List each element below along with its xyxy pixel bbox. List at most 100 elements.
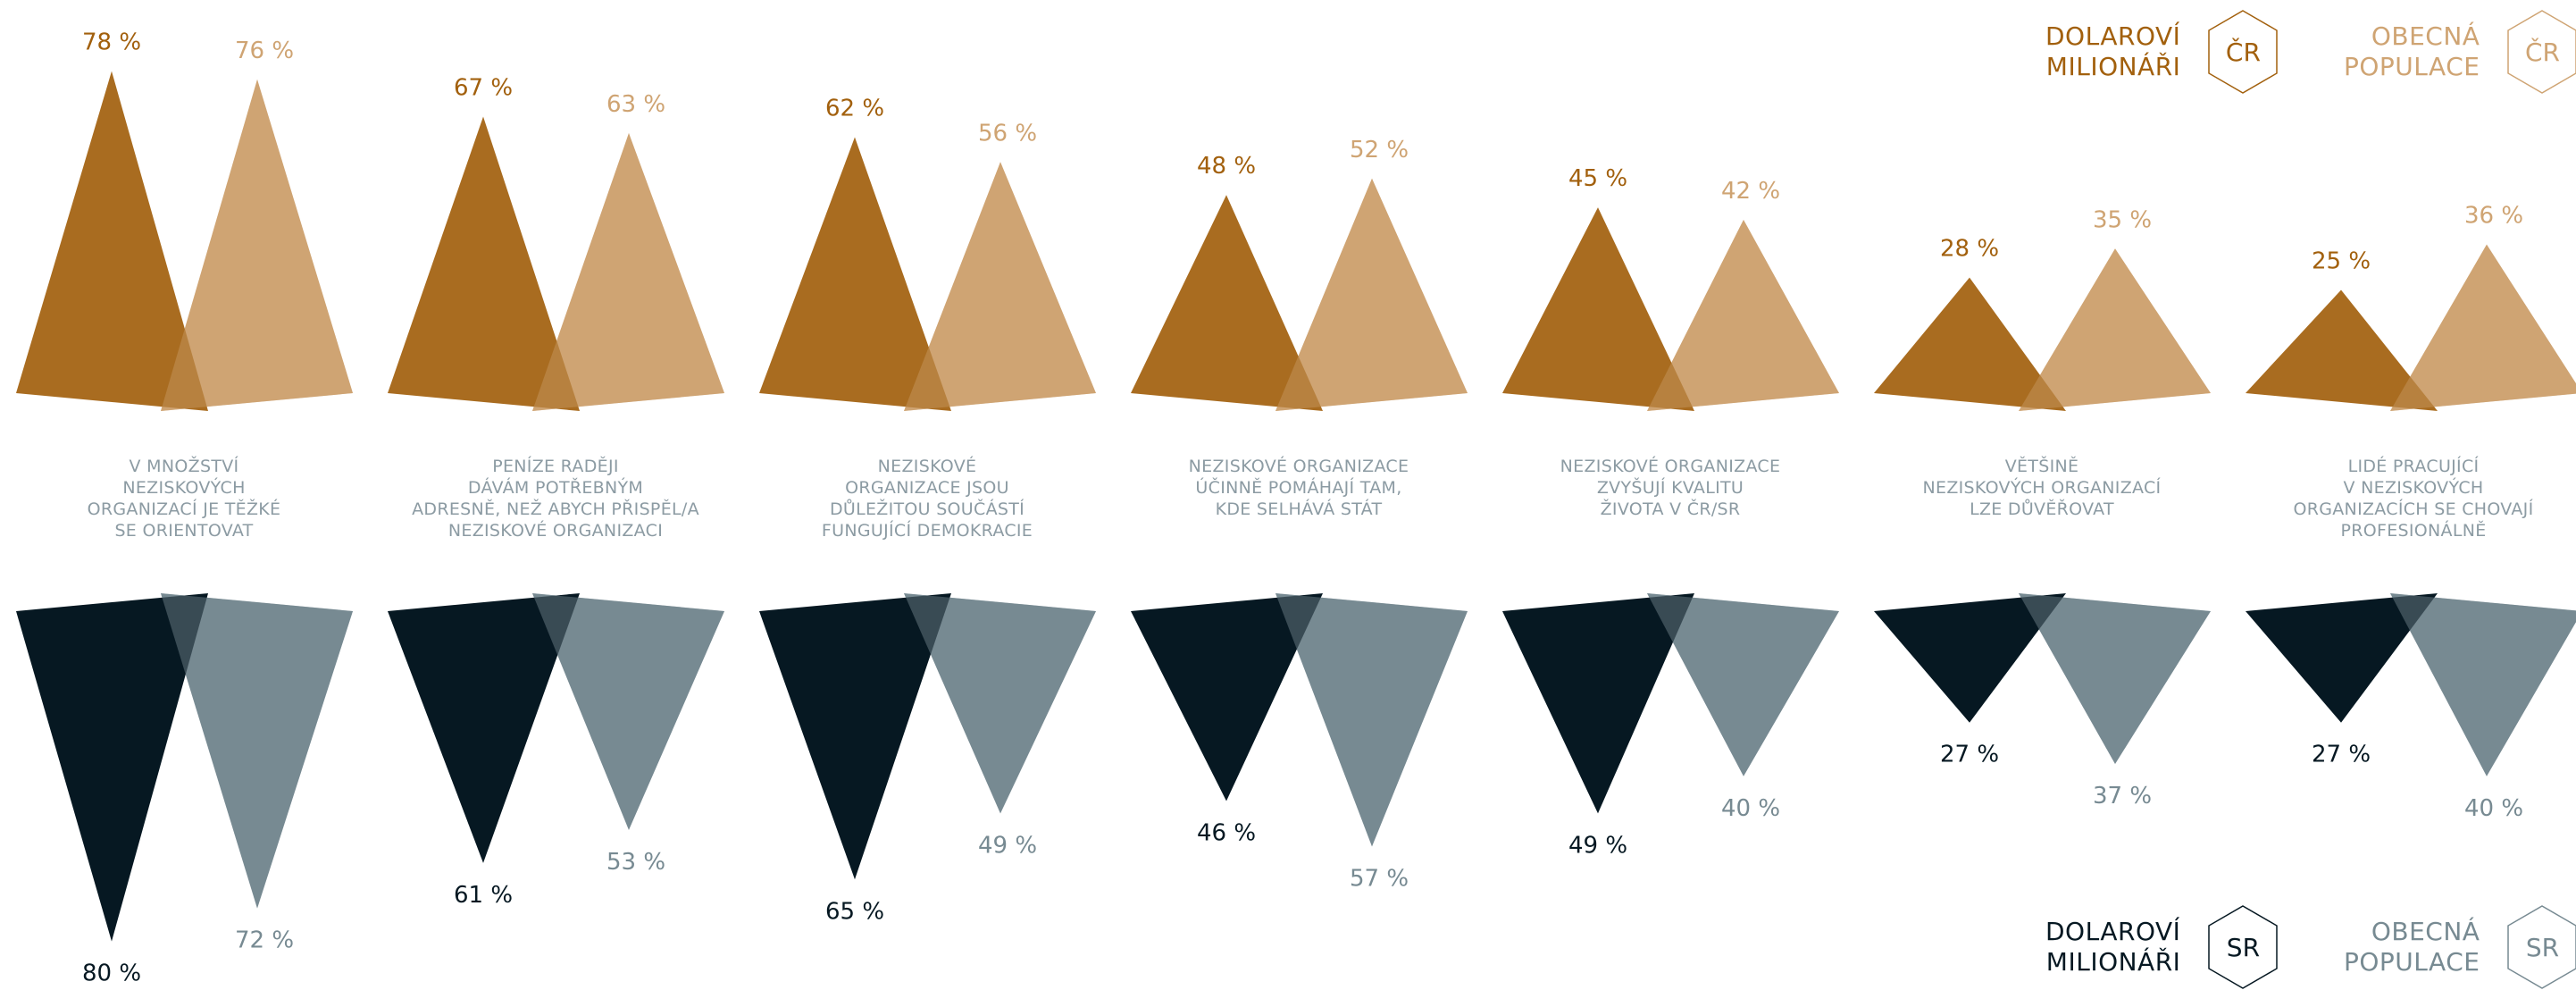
data-label-cz-population: 63 % [606,91,665,118]
triangle-mark-sr-population [1275,593,1468,847]
legend-line: DOLAROVÍ [2045,21,2181,51]
legend-line: OBECNÁ [2371,917,2480,946]
triangle-mark-sr-population [2390,593,2576,776]
data-label-sr-population: 37 % [2093,783,2152,810]
triangle-mark-sr-millionaires [1874,593,2066,723]
category-label: LIDÉ PRACUJÍCÍ [2348,456,2480,476]
triangle-mark-cz-millionaires [759,137,951,411]
legend-badge-text: SR [2226,932,2261,962]
data-label-cz-population: 36 % [2464,203,2523,230]
data-label-sr-population: 49 % [978,832,1037,859]
triangle-mark-cz-millionaires [1874,277,2066,411]
category-label: NEZISKOVÉ ORGANIZACE [1189,456,1409,476]
hexagon-badge-icon: ČR [2505,9,2576,95]
category-label: KDE SELHÁVÁ STÁT [1216,499,1383,519]
data-label-cz-millionaires: 78 % [82,29,141,56]
legend-sk-population: OBECNÁ POPULACE SR [2344,904,2576,990]
category-label: FUNGUJÍCÍ DEMOKRACIE [822,520,1033,541]
triangle-mark-sr-millionaires [16,593,208,942]
hexagon-badge-icon: SR [2505,904,2576,990]
category-label: ÚČINNĚ POMÁHAJÍ TAM, [1195,476,1401,498]
legend-line: MILIONÁŘI [2045,52,2181,81]
triangle-mark-cz-population [2390,244,2576,411]
category-label: NEZISKOVÉ ORGANIZACE [1560,456,1781,476]
triangle-mark-cz-population [532,132,724,411]
triangle-mark-sr-millionaires [2246,593,2438,723]
triangle-overlap-sr [161,593,353,909]
category-label: ADRESNĚ, NEŽ ABYCH PŘISPĚL/A [412,499,699,519]
legend-label: OBECNÁ POPULACE [2344,917,2480,977]
data-label-cz-population: 35 % [2093,206,2152,233]
hexagon-badge-icon: ČR [2205,9,2280,95]
category-label: NEZISKOVÝCH ORGANIZACÍ [1923,477,2162,498]
triangle-overlap-cz [2390,244,2576,411]
triangle-overlap-sr [2390,593,2576,776]
triangle-overlap-sr [1275,593,1468,847]
triangle-mark-cz-population [2019,248,2211,411]
category-label: ORGANIZACE JSOU [845,478,1009,498]
category-label: PENÍZE RADĚJI [492,456,619,476]
triangle-overlap-cz [1275,178,1468,411]
legend-label: OBECNÁ POPULACE [2344,21,2480,82]
triangle-mark-sr-millionaires [759,593,951,880]
category-label: ZVYŠUJÍ KVALITU [1597,476,1744,498]
triangle-mark-cz-millionaires [388,116,580,411]
triangle-mark-sr-population [1647,593,1839,776]
triangle-mark-cz-population [1275,178,1468,411]
triangle-mark-sr-millionaires [1131,593,1323,801]
category-label: ORGANIZACÍCH SE CHOVAJÍ [2293,499,2533,519]
legend-badge-text: ČR [2524,37,2560,67]
triangle-mark-sr-population [2019,593,2211,764]
legend-line: POPULACE [2344,52,2480,81]
data-label-cz-millionaires: 45 % [1568,165,1627,192]
triangle-overlap-cz [161,79,353,411]
triangle-mark-cz-population [1647,219,1839,411]
category-label: V MNOŽSTVÍ [130,456,239,476]
category-label: PROFESIONÁLNĚ [2340,520,2486,541]
legend-sk-millionaires: DOLAROVÍ MILIONÁŘI SR [2045,904,2280,990]
data-label-cz-millionaires: 62 % [825,96,884,122]
category-label: DÁVÁM POTŘEBNÝM [468,477,643,498]
category-label: DŮLEŽITOU SOUČÁSTÍ [830,498,1025,519]
data-label-cz-population: 42 % [1721,178,1780,205]
legend-badge-text: SR [2525,932,2560,962]
category-label: V NEZISKOVÝCH [2344,477,2484,498]
data-label-cz-population: 76 % [235,38,294,64]
triangle-overlap-cz [532,132,724,411]
category-label: VĚTŠINĚ [2005,455,2079,476]
data-label-cz-millionaires: 28 % [1940,236,1999,263]
triangle-mark-cz-population [161,79,353,411]
data-label-sr-millionaires: 27 % [2312,742,2371,768]
category-label: LZE DŮVĚŘOVAT [1970,498,2114,519]
data-label-cz-millionaires: 48 % [1197,153,1256,180]
legend-label: DOLAROVÍ MILIONÁŘI [2045,917,2180,977]
triangle-mark-cz-population [904,162,1096,411]
triangle-overlap-sr [532,593,724,830]
legend-label: DOLAROVÍ MILIONÁŘI [2045,21,2180,82]
triangle-mark-sr-population [532,593,724,830]
triangle-mark-sr-millionaires [388,593,580,863]
data-label-sr-population: 40 % [1721,795,1780,822]
data-label-sr-millionaires: 61 % [454,882,513,909]
legend-line: MILIONÁŘI [2045,947,2181,977]
category-label: NEZISKOVÉ [878,456,977,476]
category-label: SE ORIENTOVAT [114,521,253,541]
data-label-cz-millionaires: 25 % [2312,248,2371,275]
triangle-mark-sr-population [904,593,1096,814]
data-label-sr-population: 72 % [235,927,294,954]
data-label-sr-millionaires: 27 % [1940,742,1999,768]
data-label-sr-population: 57 % [1350,865,1409,892]
triangle-mark-cz-millionaires [1131,195,1323,411]
category-label: ORGANIZACÍ JE TĚŽKÉ [88,499,281,519]
triangle-mark-sr-population [161,593,353,909]
legend-badge-text: ČR [2225,37,2261,67]
legend-cz-millionaires: DOLAROVÍ MILIONÁŘI ČR [2045,9,2280,95]
data-label-cz-population: 56 % [978,120,1037,147]
data-label-cz-millionaires: 67 % [454,74,513,101]
legend-line: OBECNÁ [2371,21,2480,51]
data-label-sr-millionaires: 49 % [1568,832,1627,859]
triangle-mark-cz-millionaires [1502,207,1694,411]
legend-line: POPULACE [2344,947,2480,977]
legend-cz-population: OBECNÁ POPULACE ČR [2344,9,2576,95]
